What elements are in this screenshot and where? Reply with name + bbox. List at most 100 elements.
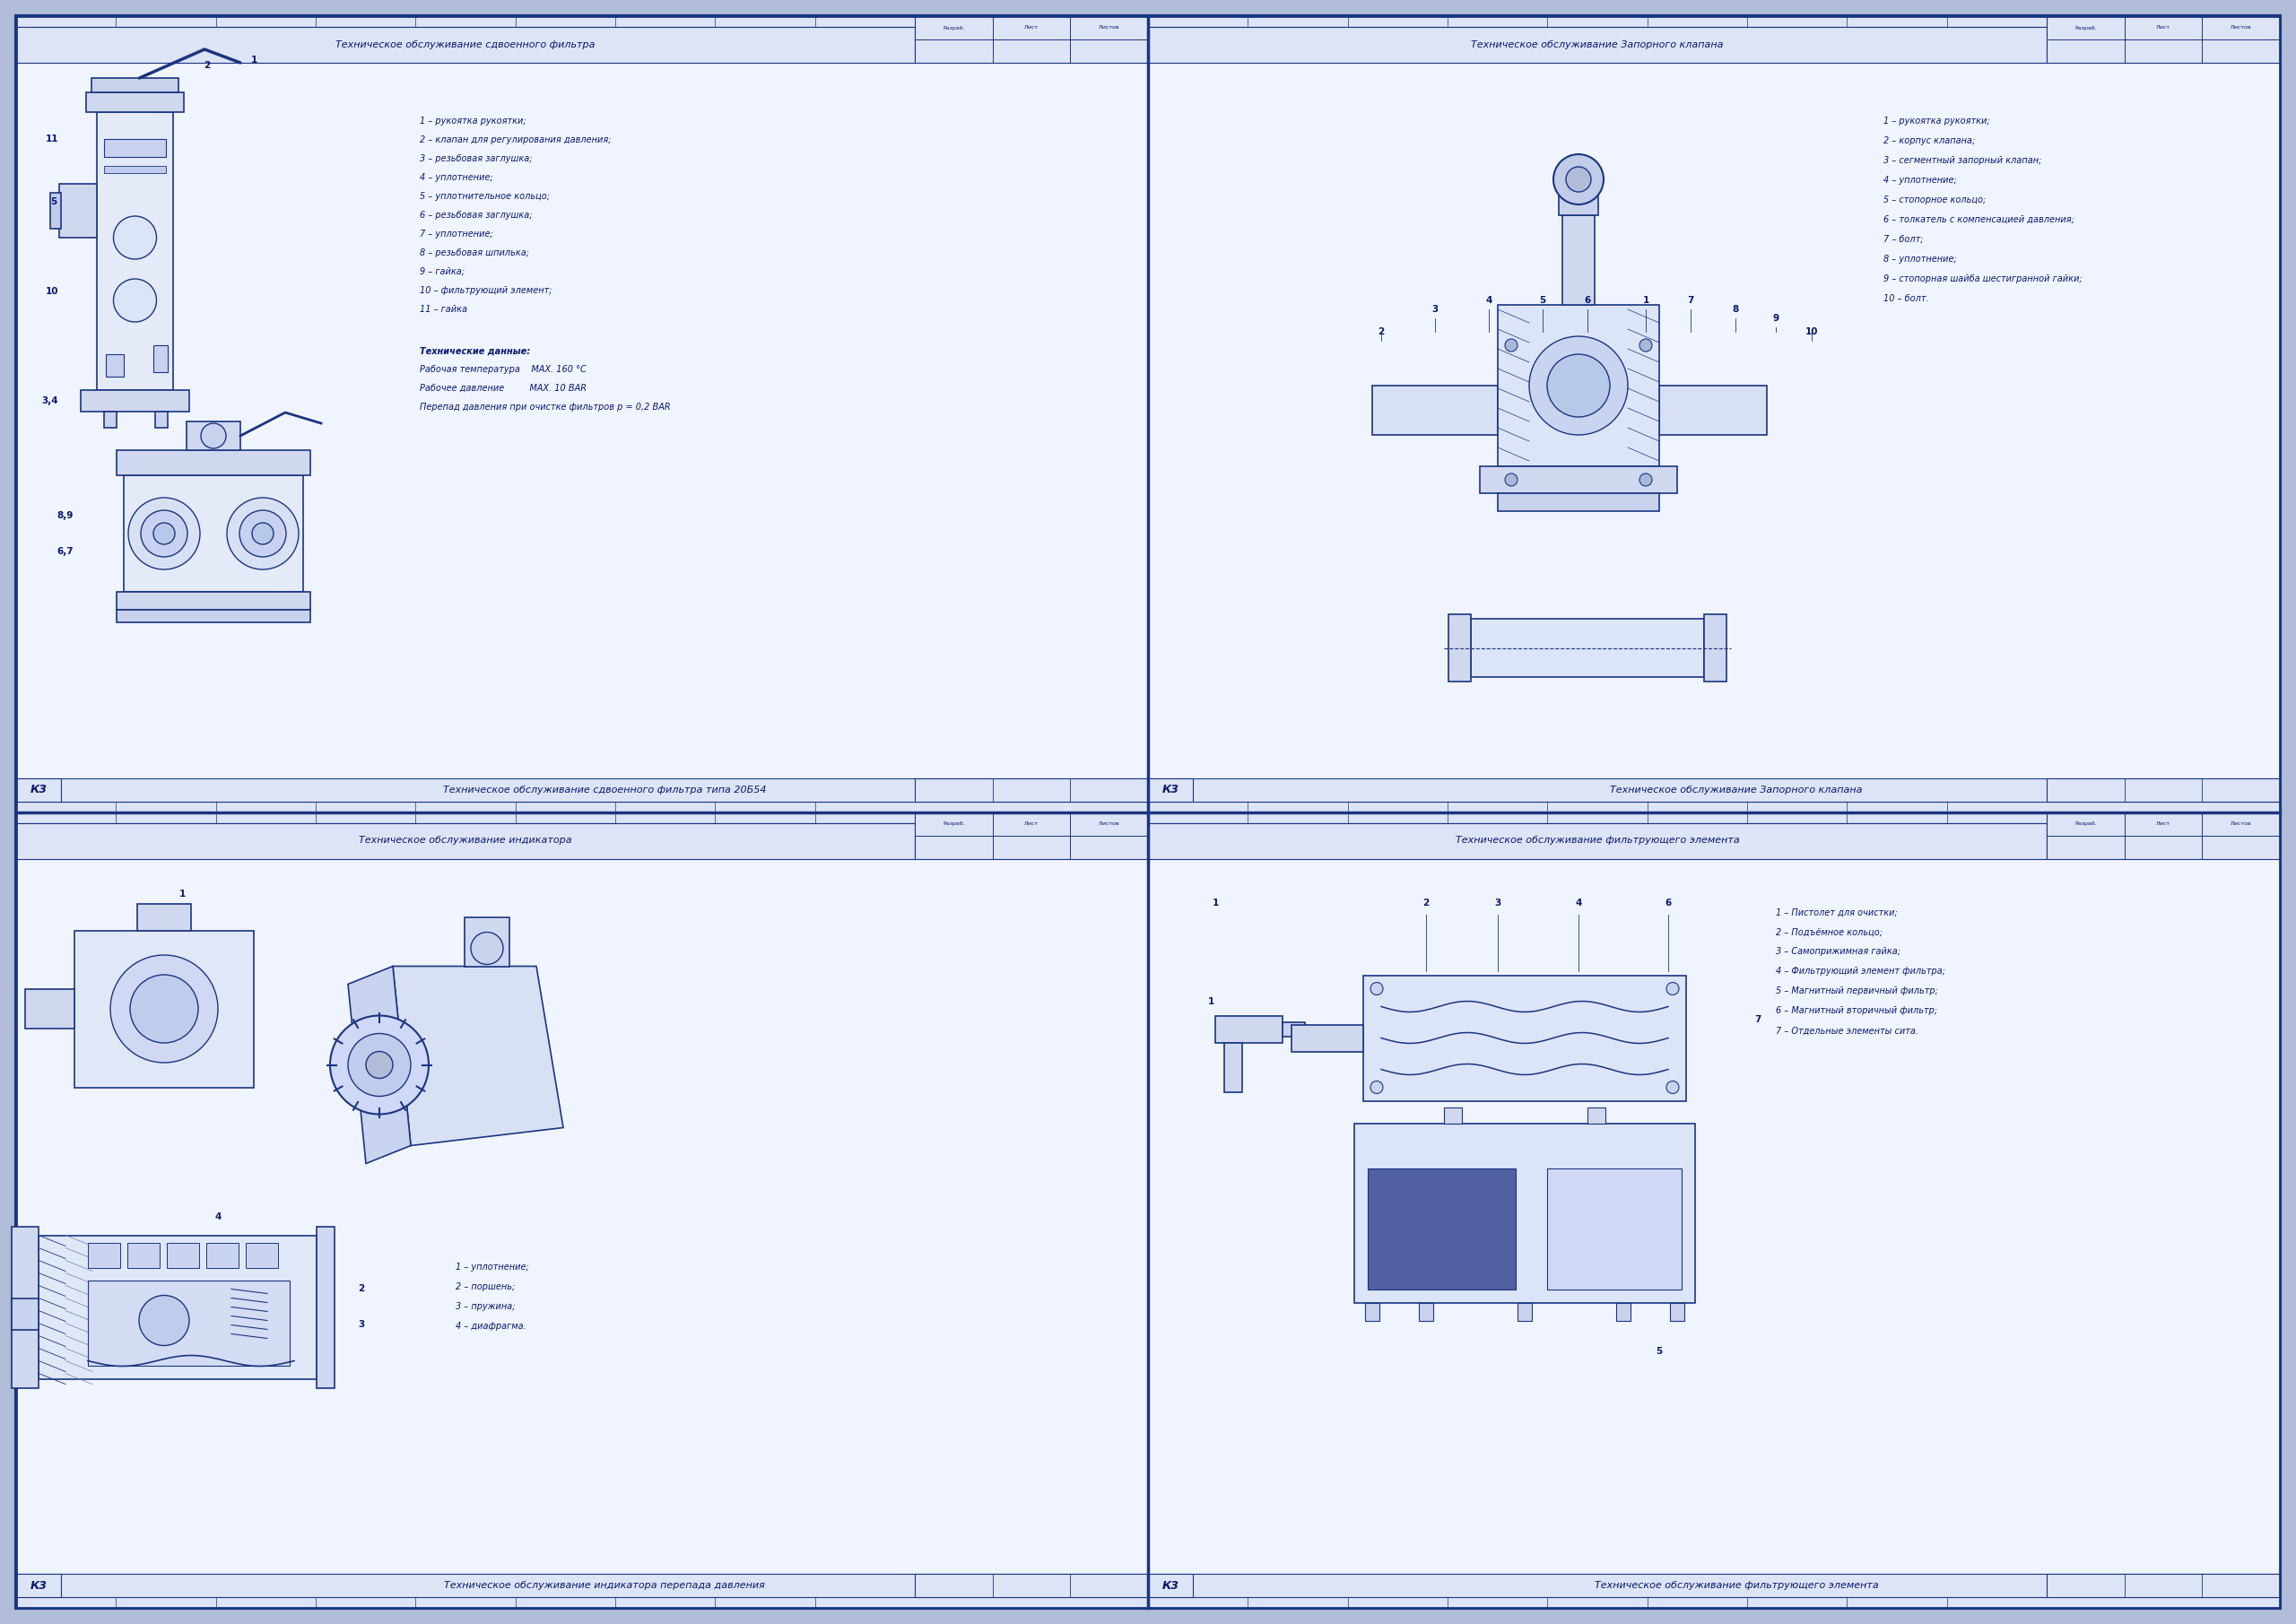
- Text: 6: 6: [1584, 296, 1591, 305]
- Text: Лист: Лист: [2156, 26, 2170, 29]
- Bar: [124, 476, 303, 591]
- Text: 1: 1: [1208, 997, 1215, 1007]
- Bar: [1497, 494, 1660, 512]
- Circle shape: [365, 1051, 393, 1078]
- Text: 10: 10: [46, 287, 57, 296]
- Text: 4 – диафрагма.: 4 – диафрагма.: [455, 1322, 526, 1330]
- Bar: [1559, 188, 1598, 216]
- Text: 5 – стопорное кольцо;: 5 – стопорное кольцо;: [1883, 195, 1986, 205]
- Bar: [51, 193, 62, 229]
- Bar: [92, 78, 179, 93]
- Bar: [80, 390, 188, 411]
- Bar: [117, 591, 310, 609]
- Text: 2 – клапан для регулирования давления;: 2 – клапан для регулирования давления;: [420, 135, 611, 145]
- Text: 7 – болт;: 7 – болт;: [1883, 235, 1924, 244]
- Text: 6 – толкатель с компенсацией давления;: 6 – толкатель с компенсацией давления;: [1883, 216, 2073, 224]
- Circle shape: [113, 279, 156, 322]
- Text: 3 – резьбовая заглушка;: 3 – резьбовая заглушка;: [420, 154, 533, 162]
- Bar: [1355, 1124, 1694, 1302]
- Bar: [16, 16, 1148, 812]
- Text: 4 – Фильтрующий элемент фильтра;: 4 – Фильтрующий элемент фильтра;: [1775, 968, 1945, 976]
- Text: 5: 5: [1655, 1348, 1662, 1356]
- Text: Технические данные:: Технические данные:: [420, 346, 530, 356]
- Bar: [1148, 812, 2280, 823]
- Bar: [154, 346, 168, 372]
- Bar: [317, 1226, 335, 1389]
- Text: Техническое обслуживание Запорного клапана: Техническое обслуживание Запорного клапа…: [1609, 784, 1862, 794]
- Bar: [1497, 305, 1660, 466]
- Text: Лист: Лист: [1024, 822, 1038, 827]
- Circle shape: [129, 497, 200, 570]
- Bar: [103, 411, 117, 427]
- Bar: [11, 1226, 39, 1389]
- Bar: [39, 1236, 317, 1379]
- Bar: [1148, 1574, 1194, 1596]
- Text: Разраб.: Разраб.: [2076, 26, 2096, 29]
- Bar: [1449, 614, 1472, 682]
- Bar: [1290, 1025, 1364, 1051]
- Bar: [1364, 974, 1685, 1101]
- Text: 9: 9: [1773, 313, 1779, 323]
- Text: 1: 1: [1642, 296, 1649, 305]
- Text: 2 – корпус клапана;: 2 – корпус клапана;: [1883, 136, 1975, 145]
- Bar: [1148, 812, 2280, 1608]
- Text: Перепад давления при очистке фильтров р = 0,2 BAR: Перепад давления при очистке фильтров р …: [420, 403, 670, 411]
- Bar: [16, 778, 62, 801]
- Bar: [16, 812, 1148, 1608]
- Circle shape: [1639, 339, 1653, 351]
- Text: 1 – рукоятка рукоятки;: 1 – рукоятка рукоятки;: [1883, 117, 1991, 125]
- Bar: [16, 1596, 1148, 1608]
- Text: 5: 5: [1538, 296, 1545, 305]
- Text: 3: 3: [1433, 305, 1437, 313]
- Text: Техническое обслуживание фильтрующего элемента: Техническое обслуживание фильтрующего эл…: [1456, 836, 1740, 844]
- Bar: [1283, 1021, 1304, 1036]
- Text: 7: 7: [1754, 1015, 1761, 1025]
- Text: 11: 11: [46, 135, 57, 143]
- Text: 2 – Подъёмное кольцо;: 2 – Подъёмное кольцо;: [1775, 927, 1883, 937]
- Bar: [2046, 16, 2280, 63]
- Text: 3 – Самоприжимная гайка;: 3 – Самоприжимная гайка;: [1775, 947, 1901, 957]
- Bar: [96, 112, 172, 390]
- Bar: [1148, 778, 2280, 812]
- Text: 1 – уплотнение;: 1 – уплотнение;: [455, 1262, 528, 1272]
- Bar: [1472, 619, 1704, 677]
- Text: Техническое обслуживание сдвоенного фильтра типа 20Б54: Техническое обслуживание сдвоенного филь…: [443, 784, 767, 794]
- Text: 6: 6: [1665, 900, 1671, 908]
- Text: К3: К3: [1162, 1580, 1178, 1592]
- Text: Листов: Листов: [2229, 822, 2252, 827]
- Text: Техническое обслуживание фильтрующего элемента: Техническое обслуживание фильтрующего эл…: [1593, 1580, 1878, 1590]
- Text: 2: 2: [1378, 328, 1384, 336]
- Bar: [1704, 614, 1727, 682]
- Bar: [1148, 823, 2046, 859]
- Bar: [11, 1298, 39, 1330]
- Bar: [1148, 28, 2046, 63]
- Bar: [2046, 778, 2280, 801]
- Text: 6 – Магнитный вторичный фильтр;: 6 – Магнитный вторичный фильтр;: [1775, 1007, 1938, 1015]
- Bar: [1373, 385, 1497, 435]
- Text: 1: 1: [1212, 900, 1219, 908]
- Circle shape: [140, 510, 188, 557]
- Text: Техническое обслуживание индикатора перепада давления: Техническое обслуживание индикатора пере…: [443, 1580, 765, 1590]
- Bar: [914, 1574, 1148, 1596]
- Circle shape: [227, 497, 298, 570]
- Circle shape: [154, 523, 174, 544]
- Text: 4 – уплотнение;: 4 – уплотнение;: [1883, 175, 1956, 185]
- Text: Техническое обслуживание индикатора: Техническое обслуживание индикатора: [358, 836, 572, 844]
- Bar: [1224, 1043, 1242, 1091]
- Bar: [1148, 16, 2280, 812]
- Text: 2: 2: [358, 1285, 365, 1294]
- Circle shape: [1554, 154, 1603, 205]
- Bar: [106, 354, 124, 377]
- Polygon shape: [393, 966, 563, 1145]
- Text: Лист: Лист: [2156, 822, 2170, 827]
- Polygon shape: [349, 966, 411, 1163]
- Bar: [1215, 1015, 1283, 1043]
- Bar: [1368, 1168, 1515, 1289]
- Text: 7 – Отдельные элементы сита.: 7 – Отдельные элементы сита.: [1775, 1026, 1919, 1034]
- Bar: [1518, 1302, 1531, 1320]
- Text: 2: 2: [1424, 900, 1430, 908]
- Circle shape: [113, 216, 156, 260]
- Bar: [117, 609, 310, 622]
- Bar: [1148, 16, 2280, 28]
- Bar: [16, 812, 1148, 823]
